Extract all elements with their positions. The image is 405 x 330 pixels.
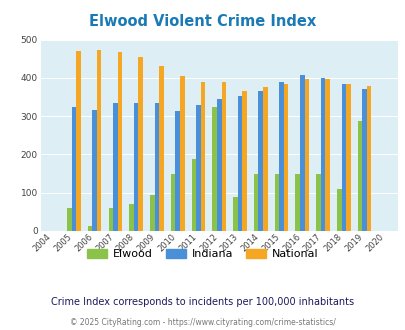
Legend: Elwood, Indiana, National: Elwood, Indiana, National (83, 244, 322, 263)
Bar (216, 99, 221, 231)
Bar (179, 76, 184, 231)
Bar (262, 87, 267, 231)
Bar (87, 226, 92, 231)
Bar (336, 189, 341, 231)
Bar (232, 197, 237, 231)
Bar (76, 51, 81, 231)
Bar (258, 90, 262, 231)
Bar (274, 174, 279, 231)
Bar (221, 82, 226, 231)
Bar (345, 84, 350, 231)
Bar (200, 82, 205, 231)
Bar (283, 84, 288, 231)
Bar (92, 111, 97, 231)
Text: Crime Index corresponds to incidents per 100,000 inhabitants: Crime Index corresponds to incidents per… (51, 297, 354, 307)
Bar (304, 79, 309, 231)
Bar (113, 103, 117, 231)
Bar (295, 174, 299, 231)
Bar (129, 204, 134, 231)
Bar (237, 96, 242, 231)
Bar (320, 78, 324, 231)
Bar (324, 79, 329, 231)
Bar (108, 208, 113, 231)
Bar (279, 82, 283, 231)
Bar (196, 105, 200, 231)
Bar (366, 86, 371, 231)
Bar (159, 66, 163, 231)
Bar (67, 208, 71, 231)
Bar (315, 174, 320, 231)
Bar (117, 52, 122, 231)
Bar (362, 89, 366, 231)
Bar (134, 103, 138, 231)
Bar (242, 90, 246, 231)
Bar (341, 84, 345, 231)
Text: Elwood Violent Crime Index: Elwood Violent Crime Index (89, 14, 316, 29)
Text: © 2025 CityRating.com - https://www.cityrating.com/crime-statistics/: © 2025 CityRating.com - https://www.city… (70, 318, 335, 327)
Bar (138, 57, 143, 231)
Bar (253, 174, 258, 231)
Bar (357, 121, 362, 231)
Bar (71, 107, 76, 231)
Bar (175, 111, 179, 231)
Bar (299, 75, 304, 231)
Bar (97, 50, 101, 231)
Bar (212, 107, 216, 231)
Bar (150, 195, 154, 231)
Bar (154, 103, 159, 231)
Bar (191, 159, 196, 231)
Bar (171, 174, 175, 231)
